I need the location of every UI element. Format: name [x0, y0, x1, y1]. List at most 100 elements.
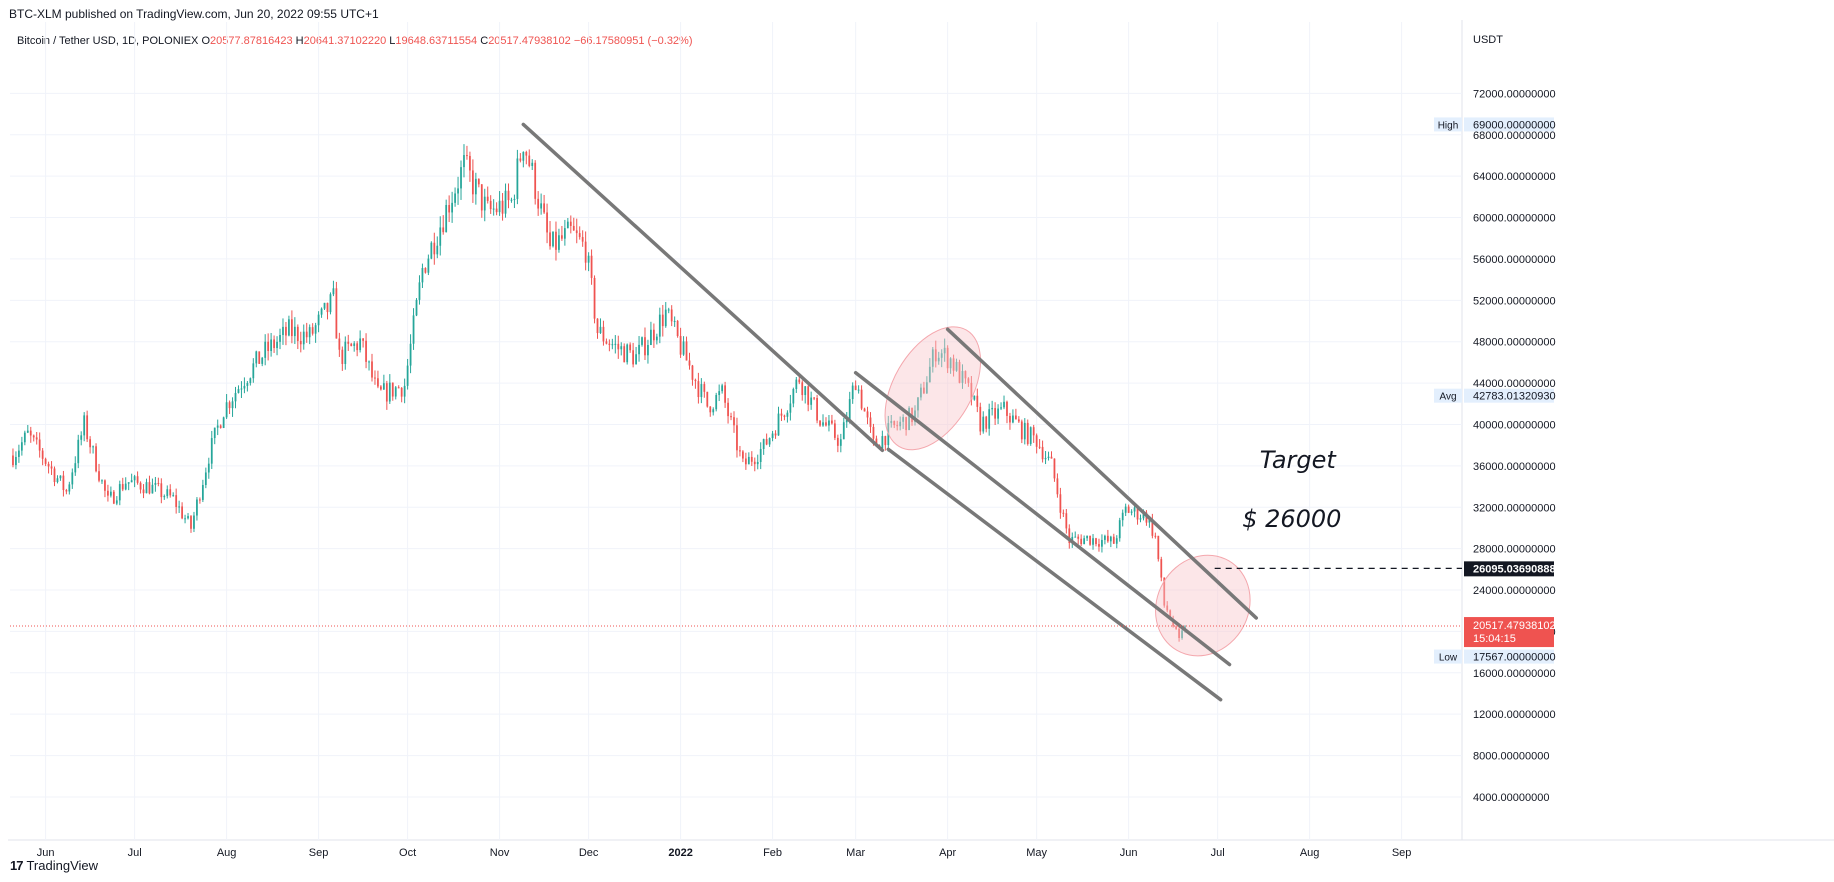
- candle-body: [819, 420, 821, 426]
- candle-body: [249, 378, 252, 383]
- candle-body: [115, 500, 118, 504]
- candle-body: [1095, 538, 1097, 545]
- x-tick-label: 2022: [668, 847, 692, 859]
- price-axis[interactable]: 4000.00000000 8000.00000000 12000.00000000…: [1434, 34, 1556, 804]
- trendline-recent-channel-top[interactable]: [945, 327, 1258, 620]
- target-price-badge[interactable]: [1464, 561, 1554, 577]
- footer-brand-name: TradingView: [26, 858, 99, 873]
- candle-body: [810, 397, 813, 405]
- candle-body: [940, 353, 943, 358]
- candle-body: [1133, 507, 1136, 512]
- candle-body: [1047, 456, 1050, 458]
- candle-body: [1023, 422, 1026, 440]
- candle-body: [845, 420, 848, 423]
- candle-body: [581, 237, 584, 242]
- candle-body: [406, 365, 409, 386]
- candle-body: [676, 320, 679, 337]
- candle-body: [813, 397, 816, 399]
- candle-body: [151, 484, 154, 494]
- candle-body: [368, 361, 370, 363]
- trendline-lower-channel[interactable]: [886, 447, 1223, 702]
- candle-body: [1056, 478, 1059, 495]
- candle-body: [854, 385, 857, 391]
- candle-body: [1044, 457, 1047, 460]
- candle-body: [302, 331, 305, 345]
- candle-body: [26, 430, 29, 433]
- candle-body: [899, 421, 902, 427]
- candle-body: [1029, 427, 1032, 444]
- candle-body: [234, 392, 237, 402]
- candle-body: [454, 193, 456, 203]
- candle-body: [1059, 494, 1062, 513]
- candle-body: [341, 349, 344, 364]
- legend-symbol[interactable]: Bitcoin / Tether USD, 1D, POLONIEX: [17, 35, 199, 47]
- candle-body: [112, 491, 115, 504]
- candle-body: [193, 515, 195, 529]
- candle-body: [1038, 446, 1041, 448]
- last-price-value: 20517.47938102: [1473, 620, 1556, 632]
- y-tick-label: 36000.00000000: [1473, 461, 1556, 473]
- candle-body: [994, 408, 997, 419]
- candle-body: [436, 245, 439, 255]
- grid: [8, 20, 1834, 841]
- candle-body: [353, 343, 356, 346]
- candle-body: [501, 200, 504, 214]
- candle-body: [187, 516, 189, 519]
- candle-body: [178, 506, 181, 508]
- candle-body: [15, 456, 17, 466]
- candle-body: [53, 468, 56, 483]
- candle-body: [703, 384, 706, 392]
- candle-body: [650, 329, 652, 346]
- candle-body: [1127, 506, 1130, 513]
- candle-body: [964, 371, 967, 379]
- highlight-ellipse: [1155, 554, 1251, 657]
- trendline-upper-channel-short[interactable]: [853, 370, 1232, 667]
- candle-body: [733, 417, 735, 426]
- candle-body: [937, 357, 940, 362]
- candle-body: [786, 412, 789, 417]
- time-axis[interactable]: Jun Jul Aug Sep Oct Nov Dec 2022 Feb Mar Apr May Jun…: [37, 847, 1412, 859]
- candle-body: [225, 402, 228, 418]
- candle-body: [267, 341, 270, 352]
- candle-body: [285, 326, 287, 336]
- candle-body: [1035, 435, 1038, 447]
- candle-body: [305, 331, 308, 338]
- candle-body: [792, 389, 795, 404]
- candle-body: [338, 338, 341, 350]
- legend-high-value: 20641.37102220: [303, 35, 387, 47]
- candle-body: [997, 408, 999, 419]
- trendlines[interactable]: [521, 122, 1258, 702]
- candle-body: [273, 339, 275, 349]
- last-price-badge[interactable]: [1464, 617, 1554, 648]
- candle-body: [1065, 513, 1068, 529]
- candle-body: [495, 208, 498, 213]
- candle-body: [718, 391, 721, 396]
- candle-body: [762, 439, 765, 449]
- trendline-upper-channel-long[interactable]: [521, 122, 885, 453]
- footer-branding[interactable]: 17 TradingView: [10, 858, 98, 873]
- candle-body: [1086, 535, 1088, 539]
- candle-body: [985, 416, 988, 429]
- candle-body: [982, 416, 985, 432]
- candle-body: [104, 480, 106, 491]
- candle-body: [445, 205, 448, 233]
- candle-body: [626, 344, 629, 363]
- candle-body: [1139, 518, 1142, 520]
- candle-body: [658, 314, 661, 337]
- candle-body: [344, 341, 347, 364]
- candle-body: [32, 435, 35, 438]
- candle-body: [890, 421, 893, 424]
- candlestick-series: [12, 144, 1186, 642]
- candle-body: [1012, 415, 1014, 423]
- candle-body: [528, 155, 531, 166]
- candle-body: [457, 188, 459, 194]
- candle-body: [724, 385, 726, 403]
- candle-body: [620, 346, 623, 350]
- candle-body: [561, 235, 563, 239]
- candle-body: [1163, 577, 1166, 606]
- candle-body: [504, 190, 507, 214]
- candle-body: [1003, 401, 1005, 408]
- candle-body: [433, 242, 436, 255]
- candle-body: [611, 344, 614, 346]
